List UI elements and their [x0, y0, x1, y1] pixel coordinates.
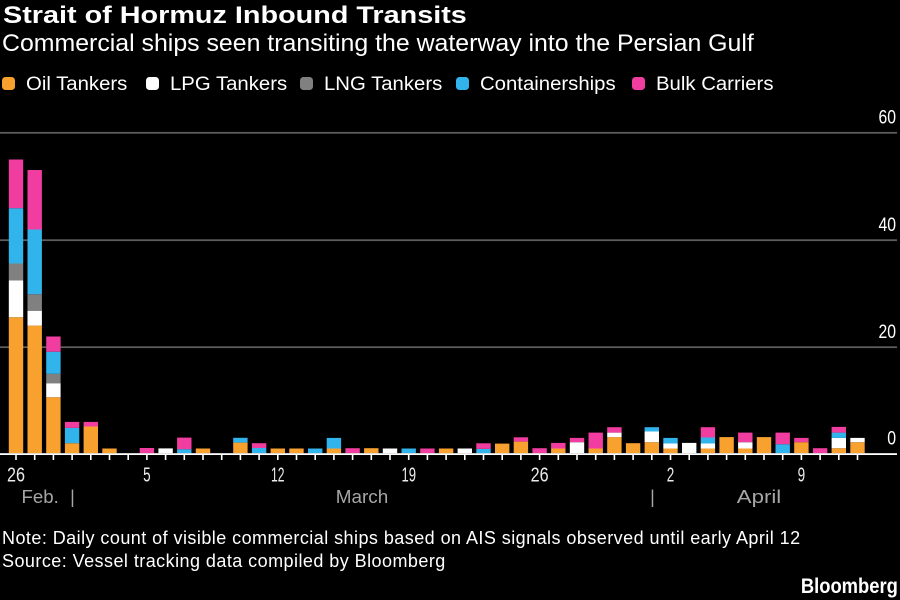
- svg-text:2: 2: [667, 465, 675, 487]
- svg-text:5: 5: [143, 465, 151, 487]
- svg-text:40: 40: [879, 215, 897, 236]
- svg-text:9: 9: [798, 465, 806, 487]
- svg-text:19: 19: [401, 465, 416, 487]
- svg-text:26: 26: [7, 465, 25, 487]
- svg-text:0: 0: [887, 429, 896, 450]
- svg-text:26: 26: [531, 465, 549, 487]
- svg-text:60: 60: [879, 107, 897, 128]
- svg-text:April: April: [737, 487, 781, 507]
- svg-text:|: |: [70, 487, 75, 507]
- svg-text:Feb.: Feb.: [22, 487, 59, 507]
- svg-text:12: 12: [271, 465, 285, 487]
- svg-text:March: March: [336, 487, 389, 507]
- svg-text:20: 20: [879, 322, 897, 343]
- svg-text:|: |: [650, 487, 655, 507]
